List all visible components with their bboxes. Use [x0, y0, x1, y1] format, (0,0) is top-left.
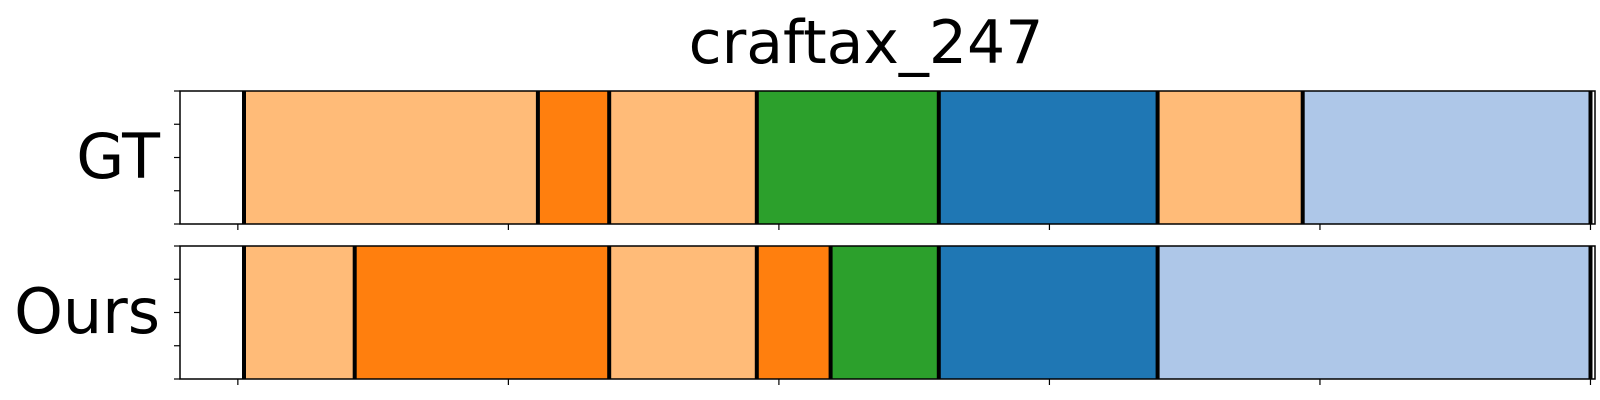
row-label: Ours — [14, 275, 160, 348]
segment-light_orange — [244, 91, 538, 224]
rows-layer: GT Ours — [14, 90, 1596, 385]
segment-blue — [938, 91, 1158, 224]
chart-title: craftax_247 — [689, 8, 1044, 78]
segment-green — [756, 91, 939, 224]
row-0: GT — [76, 90, 1596, 230]
segment-light_orange — [609, 246, 757, 379]
segment-orange — [537, 91, 610, 224]
segment-light_orange — [244, 246, 355, 379]
segment-orange — [756, 246, 831, 379]
segment-light_blue — [1157, 246, 1591, 379]
row-label: GT — [76, 120, 161, 193]
row-1: Ours — [14, 245, 1596, 385]
segment-light_orange — [609, 91, 757, 224]
segment-light_orange — [1157, 91, 1303, 224]
segment-blue — [938, 246, 1158, 379]
segment-light_blue — [1302, 91, 1591, 224]
segment-green — [830, 246, 939, 379]
segment-orange — [354, 246, 610, 379]
